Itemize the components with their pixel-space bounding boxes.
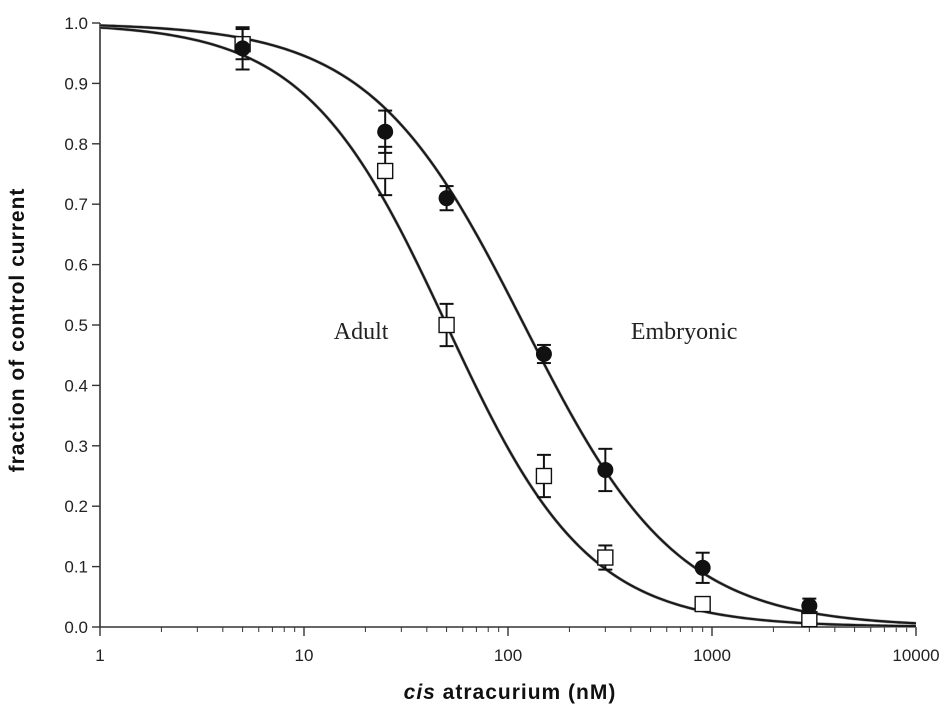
data-point-circle (535, 345, 552, 362)
data-point-circle (377, 123, 394, 140)
y-tick-label: 0.9 (64, 74, 88, 93)
data-point-circle (438, 190, 455, 207)
data-points (234, 26, 818, 628)
fit-curves (99, 23, 917, 628)
y-tick-label: 0.5 (64, 316, 88, 335)
fit-curve-light-0 (99, 25, 917, 628)
x-tick-label: 1 (95, 646, 104, 665)
y-tick-label: 1.0 (64, 14, 88, 33)
data-point-square (438, 316, 455, 334)
y-axis-title: fraction of control current (6, 188, 29, 473)
y-tick-label: 0.0 (64, 618, 88, 637)
y-tick-label: 0.6 (64, 256, 88, 275)
labels: Adult Embryonic (334, 319, 738, 345)
y-tick-label: 0.2 (64, 497, 88, 516)
y-tick-label: 0.4 (64, 376, 88, 395)
x-axis-title: cis atracurium (nM) (404, 681, 617, 704)
data-point-square (694, 595, 711, 613)
x-tick-label: 10 (295, 646, 314, 665)
x-tick-label: 100 (494, 646, 522, 665)
data-point-square (535, 467, 553, 485)
x-tick-label: 1000 (693, 646, 731, 665)
data-point-circle (597, 461, 614, 478)
data-point-square (597, 549, 614, 566)
data-point-circle (694, 559, 711, 576)
y-tick-label: 0.1 (64, 558, 88, 577)
fit-curve-dark-1 (99, 24, 917, 625)
x-axis-title-italic: cis (404, 681, 436, 704)
fit-curve-dark-0 (99, 26, 917, 628)
annotation-label: Adult (334, 319, 389, 345)
axes: 0.0 0.1 0.2 0.3 0.4 0.5 0.6 0.7 0.8 0.9 1.0 1 10 100 1… (64, 14, 939, 665)
data-point-circle (234, 40, 251, 57)
y-tick-label: 0.7 (64, 195, 88, 214)
x-axis-title-rest: atracurium (nM) (436, 681, 617, 704)
x-tick-label: 10000 (892, 646, 939, 665)
data-point-square (376, 162, 394, 180)
fit-curve-light-1 (99, 23, 917, 625)
data-point-circle (801, 597, 818, 614)
annotation-label: Embryonic (631, 319, 738, 345)
y-tick-label: 0.3 (64, 437, 88, 456)
y-tick-label: 0.8 (64, 135, 88, 154)
